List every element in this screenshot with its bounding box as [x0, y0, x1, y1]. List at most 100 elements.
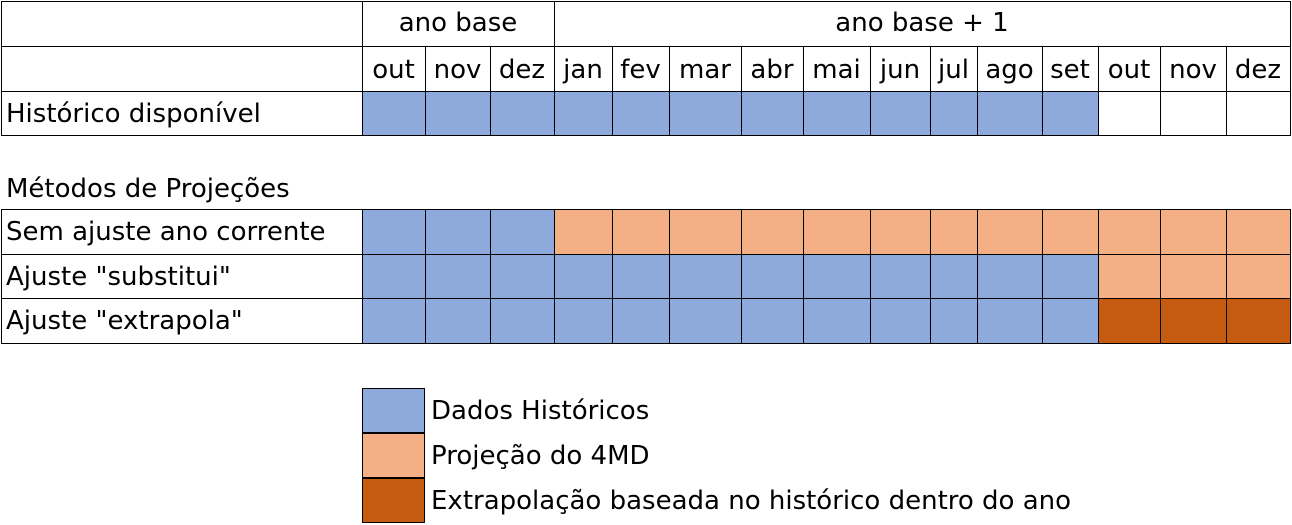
grid-line: [362, 1, 363, 136]
historico-cell-h: [669, 91, 741, 135]
legend-swatch-p: [362, 433, 425, 478]
method-row-2-cell-h: [741, 254, 803, 298]
metodos-title: Métodos de Projeções: [6, 174, 290, 204]
grid-line: [669, 46, 670, 136]
method-row-1-cell-p: [1226, 209, 1290, 254]
method-row-1-cell-p: [1098, 209, 1160, 254]
grid-line: [1160, 46, 1161, 136]
header-month: jan: [563, 55, 603, 85]
method-row-3-cell-h: [669, 298, 741, 343]
historico-cell-h: [1042, 91, 1098, 135]
header-month: jul: [938, 55, 969, 85]
grid-line: [1, 135, 1291, 136]
legend-swatch-h: [362, 388, 425, 433]
method-row-2-cell-h: [490, 254, 554, 298]
grid-line: [1098, 46, 1099, 136]
method-row-3-cell-h: [930, 298, 977, 343]
method-row-2-cell-h: [870, 254, 930, 298]
method-row-1-cell-p: [612, 209, 669, 254]
method-row-3-cell-e: [1098, 298, 1160, 343]
header-month: mai: [812, 55, 861, 85]
method-row-2-cell-h: [930, 254, 977, 298]
method-row-1-cell-p: [870, 209, 930, 254]
historico-cell-h: [362, 91, 425, 135]
historico-cell-h: [554, 91, 612, 135]
method-label: Sem ajuste ano corrente: [6, 217, 326, 247]
method-row-1-cell-p: [930, 209, 977, 254]
grid-line: [930, 209, 931, 344]
method-row-2-cell-h: [669, 254, 741, 298]
method-row-3-cell-h: [977, 298, 1042, 343]
header-month: nov: [1169, 55, 1217, 85]
method-row-1-cell-h: [362, 209, 425, 254]
grid-line: [1, 298, 1291, 299]
method-row-3-cell-e: [1160, 298, 1226, 343]
header-month: dez: [1234, 55, 1282, 85]
historico-cell-h: [612, 91, 669, 135]
method-row-3-cell-h: [803, 298, 870, 343]
grid-line: [425, 46, 426, 136]
grid-line: [977, 209, 978, 344]
header-month: out: [372, 55, 415, 85]
grid-line: [1042, 209, 1043, 344]
grid-line: [490, 209, 491, 344]
grid-line: [1290, 209, 1291, 344]
method-row-3-cell-h: [490, 298, 554, 343]
header-month: ago: [985, 55, 1034, 85]
grid-line: [490, 46, 491, 136]
grid-line: [1098, 209, 1099, 344]
legend-label: Dados Históricos: [431, 396, 650, 426]
grid-line: [1, 343, 1291, 344]
method-row-3-cell-h: [1042, 298, 1098, 343]
method-row-3-cell-h: [554, 298, 612, 343]
grid-line: [1042, 46, 1043, 136]
grid-line: [977, 46, 978, 136]
method-row-1-cell-p: [977, 209, 1042, 254]
method-row-3-cell-e: [1226, 298, 1290, 343]
method-row-2-cell-p: [1098, 254, 1160, 298]
header-month: out: [1107, 55, 1151, 85]
method-row-2-cell-h: [803, 254, 870, 298]
grid-line: [930, 46, 931, 136]
method-row-3-cell-h: [741, 298, 803, 343]
grid-line: [362, 209, 363, 344]
method-row-2-cell-h: [362, 254, 425, 298]
grid-line: [1, 209, 2, 344]
grid-line: [1226, 46, 1227, 136]
method-row-1-cell-p: [741, 209, 803, 254]
legend-label: Extrapolação baseada no histórico dentro…: [431, 486, 1072, 516]
grid-line: [741, 209, 742, 344]
grid-line: [803, 46, 804, 136]
grid-line: [612, 209, 613, 344]
grid-line: [1, 1, 1291, 2]
header-month: nov: [433, 55, 482, 85]
historico-cell-h: [425, 91, 490, 135]
header-month: jun: [879, 55, 921, 85]
header-month: abr: [750, 55, 794, 85]
method-row-2-cell-h: [1042, 254, 1098, 298]
method-label: Ajuste "substitui": [6, 262, 231, 292]
method-row-2-cell-p: [1226, 254, 1290, 298]
historico-label: Histórico disponível: [6, 99, 261, 129]
method-row-3-cell-h: [425, 298, 490, 343]
grid-line: [612, 46, 613, 136]
header-month: fev: [620, 55, 661, 85]
grid-line: [1, 91, 1291, 92]
legend-label: Projeção do 4MD: [431, 441, 650, 471]
method-row-2-cell-h: [612, 254, 669, 298]
grid-line: [1290, 1, 1291, 136]
header-month: dez: [498, 55, 546, 85]
header-group-ano-base-1: ano base + 1: [835, 8, 1009, 38]
method-row-1-cell-p: [1160, 209, 1226, 254]
grid-line: [1, 209, 1291, 210]
method-row-1-cell-p: [669, 209, 741, 254]
grid-line: [1, 254, 1291, 255]
method-row-3-cell-h: [870, 298, 930, 343]
method-row-2-cell-p: [1160, 254, 1226, 298]
grid-line: [870, 209, 871, 344]
historico-cell-h: [930, 91, 977, 135]
grid-line: [1160, 209, 1161, 344]
method-label: Ajuste "extrapola": [6, 306, 243, 336]
method-row-1-cell-h: [425, 209, 490, 254]
